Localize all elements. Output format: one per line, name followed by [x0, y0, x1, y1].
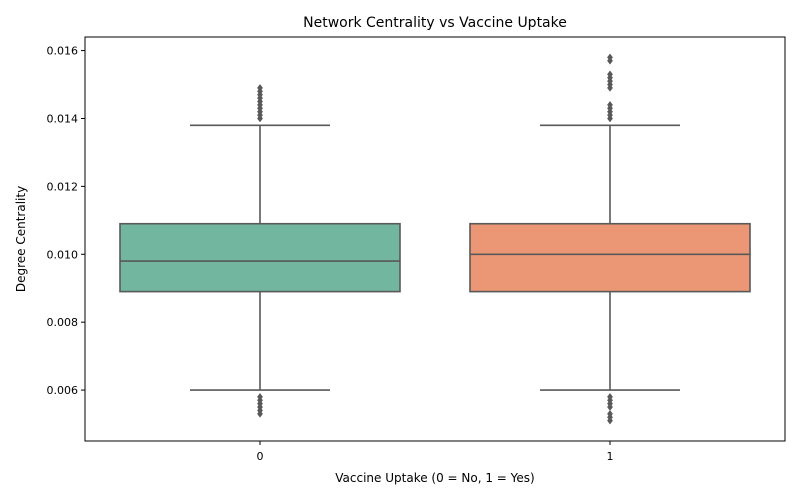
box-group-0 — [119, 84, 401, 418]
outlier-point — [607, 70, 613, 79]
y-tick-label: 0.006 — [47, 384, 79, 397]
iqr-box — [469, 222, 751, 293]
x-tick-label: 0 — [257, 450, 264, 463]
boxes-layer — [119, 53, 751, 425]
y-tick-label: 0.010 — [47, 248, 79, 261]
outlier-point — [257, 392, 263, 401]
plot-area-frame — [84, 36, 786, 442]
chart-title: Network Centrality vs Vaccine Uptake — [303, 15, 567, 31]
iqr-box — [119, 222, 401, 293]
x-tick-label: 1 — [607, 450, 614, 463]
box-group-1 — [469, 53, 751, 425]
outlier-point — [607, 392, 613, 401]
outlier-point — [607, 53, 613, 62]
outlier-point — [607, 409, 613, 418]
y-axis-label: Degree Centrality — [14, 186, 28, 292]
y-axis: 0.006 0.008 0.010 0.012 0.014 0.016 — [47, 45, 85, 397]
outlier-point — [607, 100, 613, 109]
y-tick-label: 0.014 — [47, 112, 79, 125]
y-tick-label: 0.016 — [47, 45, 79, 58]
y-tick-label: 0.012 — [47, 180, 79, 193]
x-axis-label: Vaccine Uptake (0 = No, 1 = Yes) — [335, 471, 534, 485]
y-tick-label: 0.008 — [47, 316, 79, 329]
outlier-point — [257, 84, 263, 92]
